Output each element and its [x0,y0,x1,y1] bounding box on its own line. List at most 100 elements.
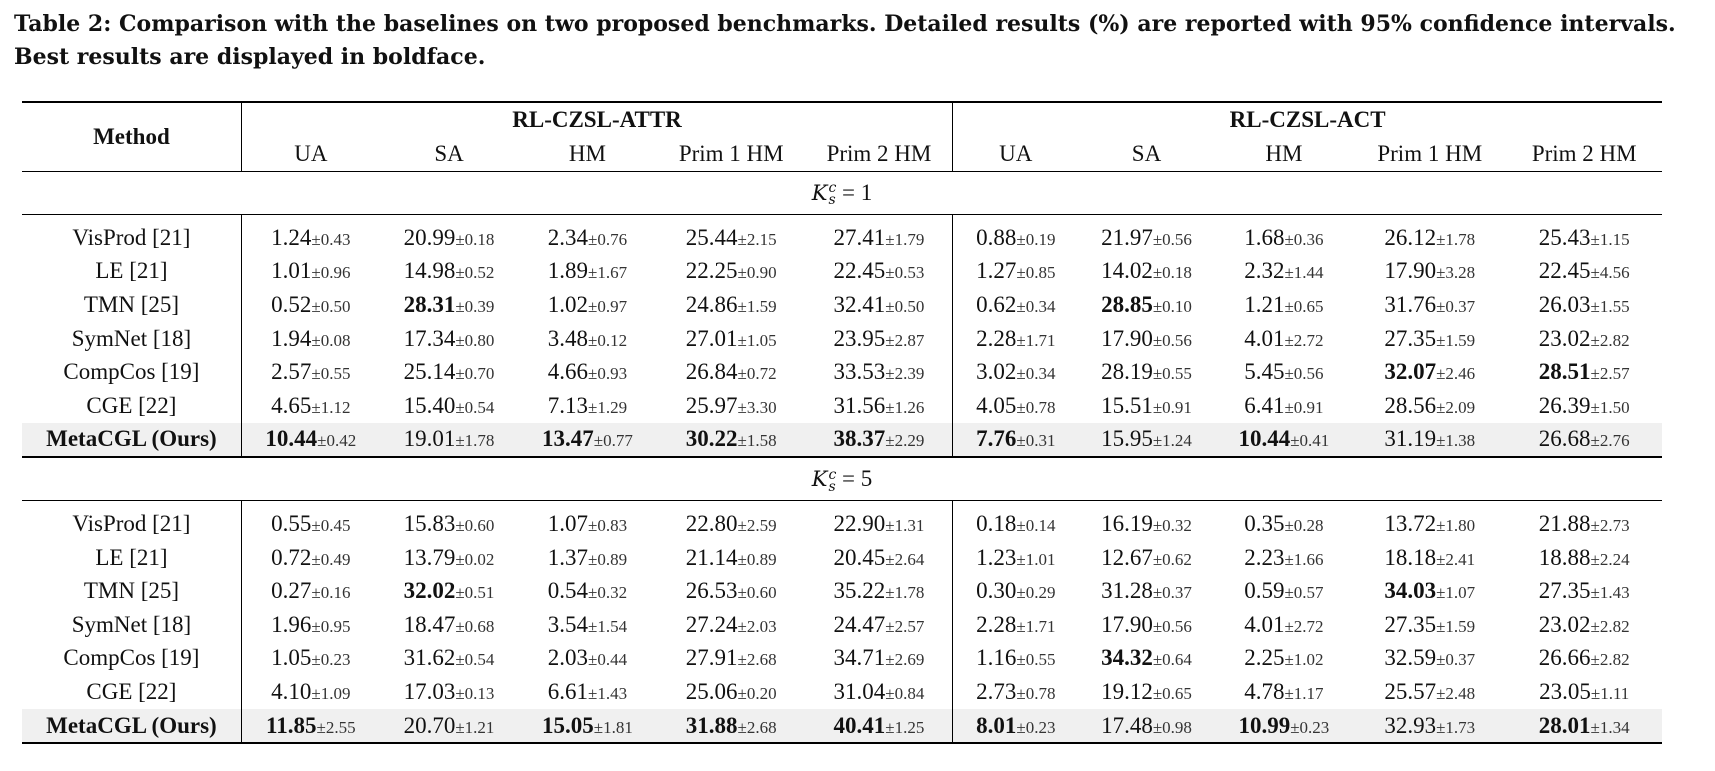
value-cell: 21.97±0.56 [1078,215,1214,255]
value: 4.01 [1244,611,1285,637]
value-cell: 32.93±1.73 [1353,708,1507,745]
value: 1.16 [976,645,1017,671]
value: 8.01 [976,712,1017,738]
value-cell: 15.83±0.60 [380,501,518,541]
value-cell: 38.37±2.29 [805,422,953,459]
value-cell: 1.68±0.36 [1215,215,1353,255]
confidence-interval: ±0.89 [588,549,628,569]
value-cell: 22.45±4.56 [1506,255,1662,289]
value: 1.02 [547,291,589,317]
confidence-interval: ±0.54 [455,650,495,670]
value: 26.68 [1538,426,1591,452]
value: 0.62 [976,291,1017,317]
value: 2.57 [271,359,312,385]
value-cell: 18.88±2.24 [1506,541,1662,575]
value: 14.02 [1101,258,1153,284]
value: 0.30 [976,578,1017,604]
method-cell: CompCos [19] [63,645,200,671]
value-cell: 1.01±0.96 [240,254,380,289]
confidence-interval: ±0.19 [1016,229,1056,249]
value: 21.14 [685,544,738,570]
confidence-interval: ±1.43 [588,683,628,703]
value-cell: 22.90±1.31 [806,501,953,541]
table-row: SymNet [18] 1.96±0.95 18.47±0.68 3.54±1.54 2… [22,607,1662,642]
confidence-interval: ±0.93 [588,364,628,384]
value-cell: 26.03±1.55 [1506,288,1662,322]
value: 12.67 [1101,544,1153,570]
table-row: LE [21] 0.72±0.49 13.79±0.02 1.37±0.89 21.14… [22,540,1662,575]
confidence-interval: ±0.90 [737,263,777,283]
value: 25.97 [685,392,738,418]
value-cell: 27.35±1.43 [1506,574,1662,608]
confidence-interval: ±0.37 [1436,296,1476,316]
method-cell: VisProd [21] [72,510,191,536]
value-cell: 4.01±2.72 [1215,322,1353,356]
confidence-interval: ±0.12 [588,330,628,350]
value: 32.02 [403,578,456,604]
value: 2.25 [1244,645,1285,671]
value: 4.66 [547,359,589,385]
confidence-interval: ±1.24 [1152,431,1192,451]
value-cell: 3.02±0.34 [952,355,1079,389]
value-cell: 19.01±1.78 [379,422,519,459]
value-cell: 1.89±1.67 [518,255,656,289]
value-cell: 17.90±3.28 [1353,255,1506,289]
confidence-interval: ±4.56 [1590,263,1630,283]
value-cell: 2.03±0.44 [518,642,656,676]
value-cell: 7.76±0.31 [952,422,1079,459]
value-cell: 4.05±0.78 [952,388,1079,423]
value: 4.10 [271,678,312,704]
value-cell: 23.02±2.82 [1506,608,1662,642]
value-cell: 4.78±1.17 [1215,675,1353,709]
confidence-interval: ±1.01 [1016,549,1056,569]
method-cell: CGE [22] [86,392,177,418]
value: 1.37 [547,544,589,570]
confidence-interval: ±3.30 [737,397,777,417]
value-cell: 10.44±0.42 [240,422,380,459]
confidence-interval: ±1.31 [885,515,925,535]
value: 26.39 [1538,392,1591,418]
value-cell: 35.22±1.78 [806,574,953,608]
confidence-interval: ±2.48 [1436,683,1476,703]
method-cell: SymNet [18] [71,325,192,351]
value: 2.73 [976,678,1017,704]
confidence-interval: ±0.39 [455,296,495,316]
value-cell: 14.98±0.52 [380,255,518,289]
column-header: UA [952,137,1079,172]
value: 3.54 [547,611,589,637]
confidence-interval: ±0.08 [311,330,351,350]
confidence-interval: ±0.28 [1284,515,1324,535]
column-header: HM [1265,141,1303,166]
section-label-sub: s [828,192,836,209]
section-label-var: K [811,466,828,491]
column-header: SA [1131,141,1162,166]
column-header: Prim 2 HM [826,141,932,166]
value-cell: 26.39±1.50 [1506,389,1662,423]
value-cell: 25.97±3.30 [657,389,806,423]
confidence-interval: ±2.87 [885,330,925,350]
value: 5.45 [1244,359,1285,385]
value: 17.90 [1384,258,1437,284]
header-row-columns: UA SA HM Prim 1 HM Prim 2 HM UA SA HM Pr… [22,137,1662,172]
value: 20.45 [833,544,886,570]
value-cell: 25.44±2.15 [657,215,806,255]
table-row: CompCos [19] 1.05±0.23 31.62±0.54 2.03±0.44… [22,641,1662,676]
confidence-interval: ±0.97 [588,296,628,316]
confidence-interval: ±0.96 [311,263,351,283]
value-cell: 2.73±0.78 [952,675,1079,709]
value: 31.88 [685,712,738,738]
confidence-interval: ±1.50 [1590,397,1630,417]
value: 27.35 [1384,611,1437,637]
value: 2.34 [547,224,589,250]
value-cell: 34.03±1.07 [1353,574,1506,608]
confidence-interval: ±1.71 [1016,616,1056,636]
value: 31.19 [1384,426,1437,452]
value-cell: 1.21±0.65 [1215,288,1353,322]
confidence-interval: ±0.43 [311,229,351,249]
value-cell: 31.19±1.38 [1353,422,1507,459]
value: 23.02 [1538,611,1591,637]
value: 16.19 [1101,510,1153,536]
confidence-interval: ±2.64 [885,549,925,569]
value-cell: 25.06±0.20 [657,675,806,709]
